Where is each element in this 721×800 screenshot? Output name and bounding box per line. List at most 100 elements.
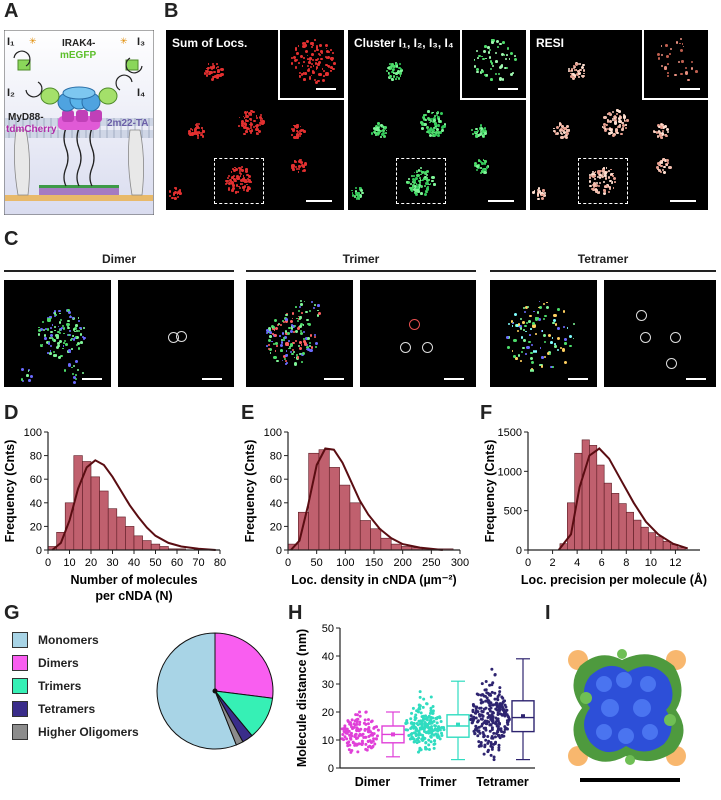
localization-dot <box>290 319 294 323</box>
localization-dot <box>172 193 176 196</box>
mean-marker <box>456 722 460 727</box>
x-tick-label: 80 <box>214 557 226 569</box>
localization-dot <box>523 329 526 332</box>
localization-dot <box>69 314 72 317</box>
distance-point <box>417 706 421 710</box>
localization-dot <box>303 300 306 303</box>
localization-dot <box>299 353 302 356</box>
distance-point <box>375 734 379 738</box>
localization-dot <box>481 129 485 133</box>
localization-dot <box>230 176 234 180</box>
localization-dot <box>473 65 477 68</box>
distance-point <box>476 719 480 723</box>
localization-dot <box>292 128 296 132</box>
localization-dot <box>530 356 534 360</box>
localization-dot <box>294 47 297 49</box>
localization-dot <box>481 55 483 58</box>
localization-dot <box>576 69 580 73</box>
localization-dot <box>74 335 77 338</box>
localization-dot <box>382 135 386 139</box>
molecule-circle <box>640 332 651 343</box>
roi-box <box>578 158 628 204</box>
distance-point <box>375 737 379 741</box>
localization-dot <box>418 179 421 183</box>
localization-dot <box>42 329 45 332</box>
distance-point <box>436 716 440 720</box>
localization-dot <box>226 179 229 182</box>
localization-dot <box>554 345 557 348</box>
localization-dot <box>578 71 581 74</box>
localization-dot <box>576 73 580 76</box>
localization-dot <box>569 74 573 79</box>
distance-point <box>417 736 421 740</box>
localization-dot <box>76 344 79 347</box>
localization-dot <box>426 130 429 134</box>
localization-dot <box>588 180 592 184</box>
localization-dot <box>695 70 698 73</box>
distance-point <box>488 683 492 687</box>
distance-point <box>409 732 413 736</box>
scale-bar <box>306 200 332 202</box>
localization-dot <box>528 340 531 344</box>
distance-point <box>419 711 423 715</box>
distance-point <box>348 722 352 726</box>
localization-dot <box>310 53 314 56</box>
localization-dot <box>317 60 321 65</box>
localization-dot <box>351 193 355 197</box>
distance-point <box>494 731 498 735</box>
localization-dot <box>429 183 432 185</box>
localization-dot <box>483 45 487 48</box>
localization-dot <box>599 170 602 173</box>
localization-dot <box>553 314 557 318</box>
localization-dot <box>271 327 275 331</box>
localization-dot <box>543 340 546 343</box>
localization-dot <box>284 313 288 317</box>
localization-dot <box>74 359 78 363</box>
distance-point <box>484 738 488 742</box>
localization-dot <box>311 300 314 303</box>
localization-dot <box>441 124 446 128</box>
localization-dot <box>563 131 567 135</box>
localization-dot <box>58 312 61 315</box>
localization-dot <box>317 53 320 56</box>
localization-dot <box>354 186 357 189</box>
image-resi: RESI <box>530 28 710 210</box>
localization-dot <box>355 197 359 200</box>
localization-dot <box>537 197 540 200</box>
localization-dot <box>272 326 276 329</box>
localization-dot <box>54 329 56 332</box>
localization-dot <box>211 62 215 66</box>
localization-dot <box>309 334 313 337</box>
localization-dot <box>72 328 76 331</box>
distance-point <box>421 726 425 730</box>
localization-dot <box>298 132 301 135</box>
localization-dot <box>476 168 479 172</box>
distance-point <box>498 702 502 706</box>
distance-point <box>496 695 500 699</box>
localization-dot <box>416 189 420 193</box>
localization-dot <box>429 133 433 137</box>
localization-dot <box>46 317 49 319</box>
distance-point <box>361 732 365 736</box>
molecule-circle <box>176 331 187 342</box>
localization-dot <box>541 356 544 359</box>
localization-dot <box>298 135 301 138</box>
localization-dot <box>293 356 296 359</box>
localization-dot <box>299 300 302 303</box>
localization-dot <box>484 168 487 171</box>
localization-dot <box>327 56 330 60</box>
localization-dot <box>570 68 574 72</box>
distance-point <box>422 697 426 701</box>
distance-point <box>501 696 505 700</box>
localization-dot <box>301 65 304 67</box>
localization-dot <box>236 175 240 179</box>
localization-dot <box>582 64 585 67</box>
localization-dot <box>481 70 485 73</box>
histogram-bar <box>611 493 620 551</box>
localization-dot <box>274 333 278 337</box>
localization-dot <box>602 169 606 173</box>
localization-dot <box>479 124 483 127</box>
localization-dot <box>314 39 316 41</box>
localization-dot <box>170 196 174 200</box>
localization-dot <box>286 343 290 347</box>
